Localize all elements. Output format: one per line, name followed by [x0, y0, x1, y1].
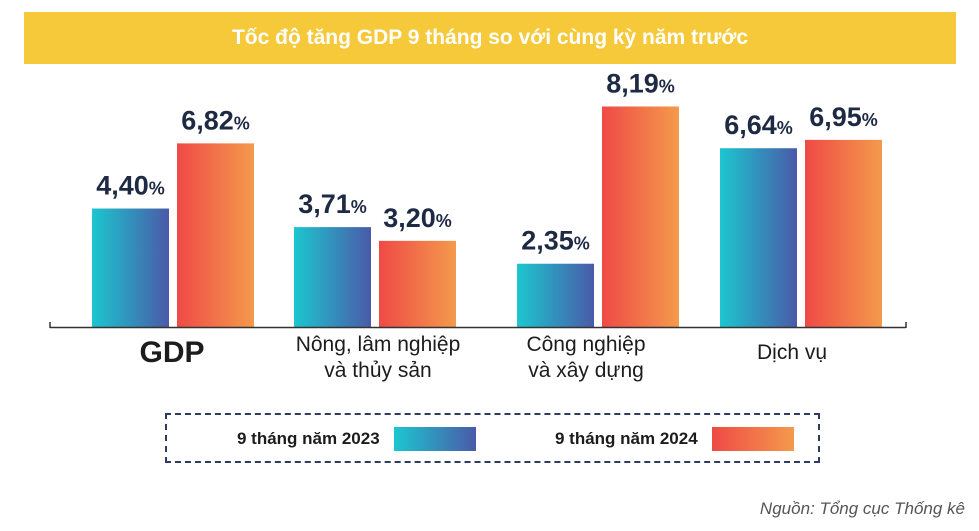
legend-swatch-2024: [711, 427, 794, 451]
data-label-2023-1: 3,71%: [298, 189, 367, 219]
data-label-2023-2: 2,35%: [521, 226, 590, 256]
chart-title: Tốc độ tăng GDP 9 tháng so với cùng kỳ n…: [231, 26, 749, 49]
bar-2023-3: [720, 148, 797, 327]
category-label-0: GDP: [139, 336, 205, 369]
bar-2024-1: [379, 240, 456, 327]
category-label-1: Nông, lâm nghiệp và thủy sản: [295, 333, 461, 382]
data-label-2024-0: 6,82%: [181, 105, 250, 135]
bar-2024-3: [805, 139, 882, 327]
data-label-2024-1: 3,20%: [383, 203, 452, 233]
bar-2023-1: [294, 227, 371, 327]
legend: 9 tháng năm 2023 9 tháng năm 2024: [165, 413, 820, 463]
legend-item-2024: 9 tháng năm 2024: [555, 427, 794, 451]
chart-title-banner: Tốc độ tăng GDP 9 tháng so với cùng kỳ n…: [24, 12, 956, 64]
data-label-2023-0: 4,40%: [96, 171, 165, 201]
legend-label-2023: 9 tháng năm 2023: [237, 429, 380, 448]
data-label-2024-2: 8,19%: [606, 68, 675, 98]
source-note: Nguồn: Tổng cục Thống kê: [759, 499, 965, 518]
legend-swatch-2023: [393, 427, 476, 451]
legend-label-2024: 9 tháng năm 2024: [555, 429, 698, 448]
bar-2023-0: [92, 208, 169, 327]
category-label-3: Dịch vụ: [756, 341, 828, 364]
bar-2024-2: [602, 106, 679, 327]
data-label-2024-3: 6,95%: [809, 102, 878, 132]
legend-item-2023: 9 tháng năm 2023: [237, 427, 476, 451]
category-label-2: Công nghiệp và xây dựng: [526, 333, 646, 382]
data-label-2023-3: 6,64%: [724, 110, 793, 140]
bar-2023-2: [517, 263, 594, 327]
bar-2024-0: [177, 143, 254, 327]
